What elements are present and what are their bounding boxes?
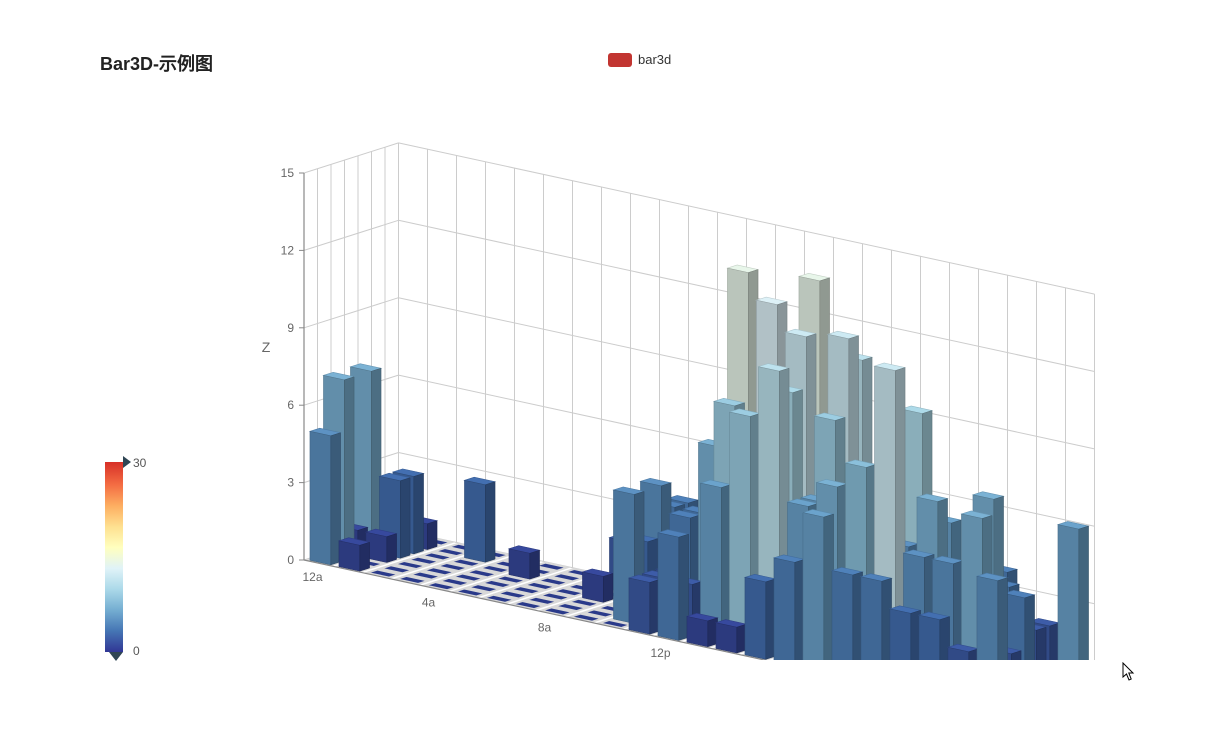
visualmap-max-label: 30: [133, 456, 146, 470]
svg-text:12: 12: [281, 243, 295, 257]
svg-text:Z: Z: [262, 339, 271, 355]
svg-text:0: 0: [287, 553, 294, 567]
svg-text:15: 15: [281, 166, 295, 180]
bar3d-svg: 03691215Z12a4a8a12p4p8pXSundayMondayTues…: [200, 140, 1150, 660]
legend-swatch: [608, 53, 632, 67]
mouse-cursor-icon: [1122, 662, 1138, 682]
visualmap-handle-bottom[interactable]: [109, 652, 123, 661]
svg-text:9: 9: [287, 321, 294, 335]
svg-text:3: 3: [287, 476, 294, 490]
svg-text:6: 6: [287, 398, 294, 412]
svg-text:12p: 12p: [650, 646, 670, 660]
legend[interactable]: bar3d: [608, 52, 671, 67]
legend-label: bar3d: [638, 52, 671, 67]
svg-text:8a: 8a: [538, 621, 552, 635]
bar3d-chart[interactable]: 03691215Z12a4a8a12p4p8pXSundayMondayTues…: [200, 140, 1150, 660]
svg-text:12a: 12a: [302, 570, 322, 584]
svg-text:4a: 4a: [422, 595, 436, 609]
visualmap-handle-top[interactable]: [123, 456, 131, 468]
chart-title: Bar3D-示例图: [100, 50, 213, 76]
visual-map[interactable]: 30 0: [105, 452, 165, 662]
visualmap-gradient-bar: [105, 462, 123, 652]
visualmap-min-label: 0: [133, 644, 140, 658]
